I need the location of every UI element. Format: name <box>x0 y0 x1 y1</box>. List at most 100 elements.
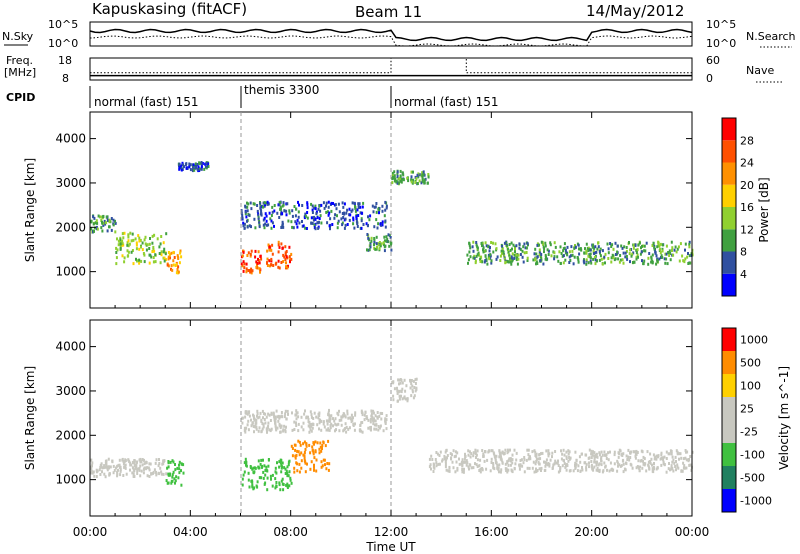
data-cell <box>585 262 588 266</box>
data-cell <box>286 202 289 206</box>
data-cell <box>315 212 318 216</box>
data-cell <box>415 377 418 381</box>
data-cell <box>293 470 296 474</box>
data-cell <box>492 464 495 468</box>
data-cell <box>499 452 502 456</box>
data-cell <box>244 415 247 419</box>
data-cell <box>478 464 481 468</box>
data-cell <box>278 203 281 207</box>
data-cell <box>574 461 577 465</box>
data-cell <box>167 473 170 477</box>
data-cell <box>327 428 330 432</box>
data-cell <box>589 256 592 260</box>
data-cell <box>472 451 475 455</box>
data-cell <box>276 461 278 465</box>
data-cell <box>445 468 448 472</box>
data-cell <box>261 465 263 469</box>
data-cell <box>594 245 597 249</box>
data-cell <box>522 260 525 264</box>
data-cell <box>653 247 656 251</box>
data-cell <box>382 429 385 433</box>
data-cell <box>415 387 418 391</box>
data-cell <box>260 257 263 261</box>
data-cell <box>521 464 524 468</box>
data-cell <box>185 166 188 170</box>
data-cell <box>523 470 526 474</box>
data-cell <box>313 215 316 219</box>
data-cell <box>257 459 260 463</box>
data-cell <box>652 242 655 245</box>
data-cell <box>119 238 122 242</box>
colorbar-segment <box>722 420 736 443</box>
data-cell <box>456 451 459 455</box>
data-cell <box>553 257 556 261</box>
data-cell <box>180 483 183 487</box>
data-cell <box>310 422 313 426</box>
data-cell <box>583 461 586 465</box>
data-cell <box>600 457 602 461</box>
data-cell <box>383 243 385 247</box>
data-cell <box>243 266 246 270</box>
data-cell <box>645 241 648 245</box>
data-cell <box>665 257 668 261</box>
data-cell <box>636 451 639 454</box>
data-cell <box>673 248 676 252</box>
data-cell <box>612 256 615 260</box>
data-cell <box>295 207 297 211</box>
data-cell <box>328 419 331 423</box>
data-cell <box>510 469 513 473</box>
data-cell <box>481 260 484 264</box>
data-cell <box>341 212 344 215</box>
data-cell <box>461 463 464 467</box>
data-cell <box>290 220 293 224</box>
data-cell <box>376 226 379 230</box>
data-cell <box>176 466 179 470</box>
data-cell <box>481 468 484 472</box>
data-cell <box>435 464 438 468</box>
data-cell <box>594 262 597 266</box>
data-cell <box>313 463 315 467</box>
data-cell <box>143 458 145 462</box>
data-cell <box>138 458 141 462</box>
data-cell <box>241 477 244 481</box>
data-cell <box>303 459 306 463</box>
data-cell <box>119 465 122 469</box>
data-cell <box>544 244 547 248</box>
data-cell <box>538 462 541 466</box>
data-cell <box>365 415 368 419</box>
data-cell <box>257 250 260 254</box>
colorbar-frame <box>721 117 737 297</box>
data-cell <box>361 430 364 434</box>
data-cell <box>600 455 603 459</box>
data-cell <box>622 251 625 255</box>
data-cell <box>291 209 294 213</box>
data-cell <box>573 246 576 250</box>
data-cell <box>327 468 330 472</box>
data-cell <box>288 459 291 463</box>
data-cell <box>604 252 607 256</box>
data-cell <box>325 419 328 423</box>
data-cell <box>263 216 266 220</box>
data-cell <box>420 181 423 185</box>
data-cell <box>545 462 547 466</box>
data-cell <box>310 429 313 433</box>
data-cell <box>369 420 372 424</box>
data-cell <box>148 253 151 257</box>
data-cell <box>270 219 273 223</box>
data-cell <box>370 414 373 418</box>
data-cell <box>428 457 431 461</box>
data-cell <box>504 448 507 452</box>
data-cell <box>479 467 482 471</box>
data-cell <box>671 455 674 459</box>
data-cell <box>116 248 119 252</box>
data-cell <box>258 466 261 470</box>
data-cell <box>297 439 300 443</box>
data-cell <box>287 463 290 467</box>
data-cell <box>245 460 248 464</box>
data-cell <box>385 239 388 243</box>
data-cell <box>131 232 134 236</box>
cpid-panel: CPID normal (fast) 151 themis 3300 norma… <box>6 83 498 109</box>
data-cell <box>399 381 402 385</box>
data-cell <box>563 242 566 246</box>
